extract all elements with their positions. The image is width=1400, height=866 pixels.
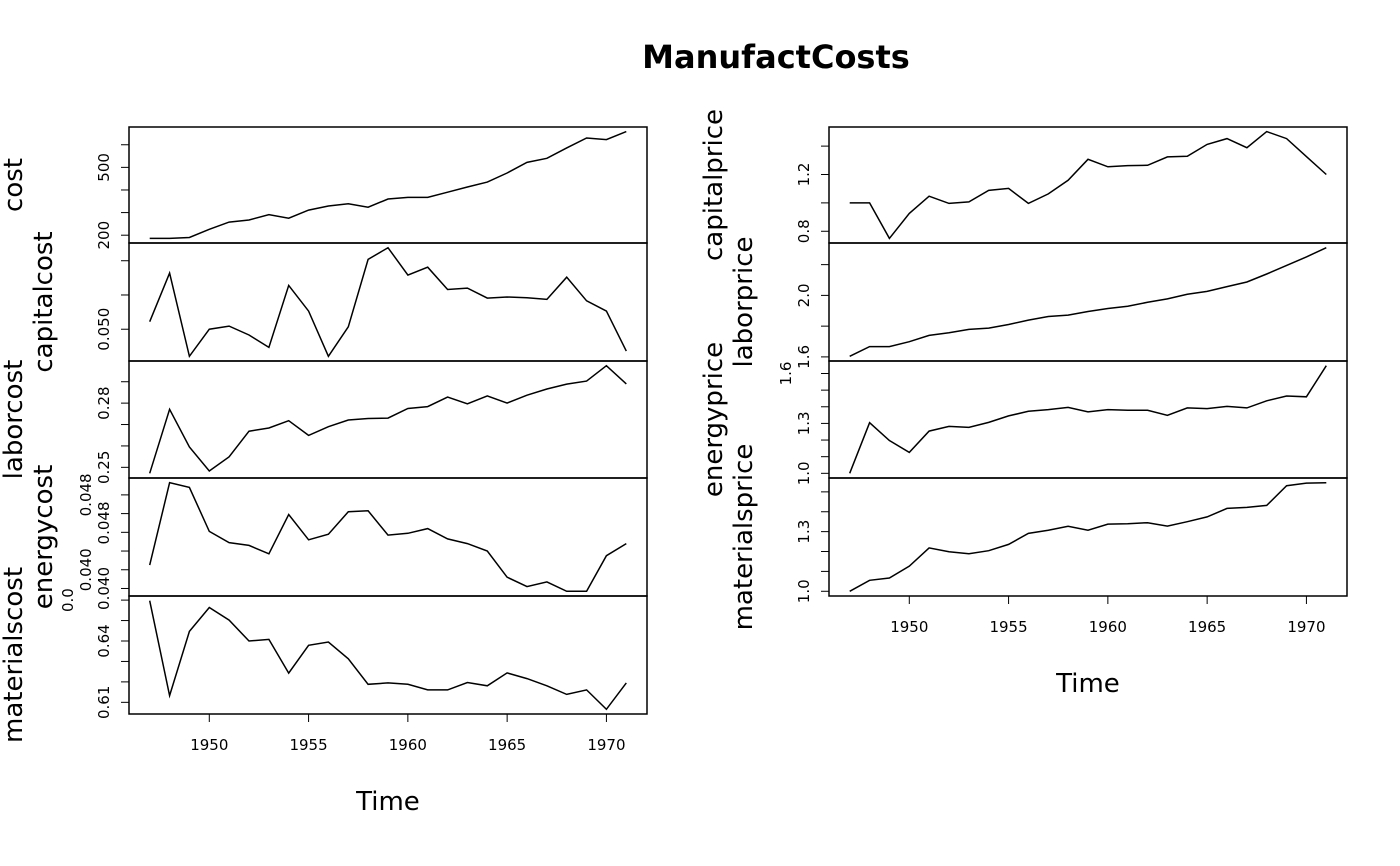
series-line-cost [149, 130, 627, 240]
y-tick-label: 500 [95, 153, 113, 182]
y-tick-label: 0.040 [77, 548, 95, 591]
y-tick-label: 0.61 [95, 686, 113, 719]
x-tick-label: 1965 [1188, 618, 1226, 636]
y-axis-label-energycost: energycost [29, 465, 59, 610]
y-tick-label: 0.28 [95, 386, 113, 419]
panel-energyprice: 1.0 1.3 1.6 energyprice [699, 342, 1348, 497]
x-axis-label: Time [355, 787, 420, 817]
y-axis-label-materialsprice: materialsprice [729, 444, 759, 631]
y-axis-label-laborcost: laborcost [0, 360, 29, 480]
series-line-materialsprice [849, 481, 1327, 592]
series-line-capitalprice [849, 130, 1327, 240]
panel-frame [828, 360, 1348, 479]
y-axis-label-energyprice: energyprice [699, 342, 729, 497]
series-line-laborprice [849, 247, 1327, 357]
x-tick-label: 1965 [488, 736, 526, 754]
panel-capitalprice: 0.8 1.2 capitalprice [699, 109, 1348, 261]
series-line-energycost [148, 481, 627, 593]
panel-frame [128, 360, 648, 479]
x-tick-label: 1960 [1089, 618, 1127, 636]
y-tick-label: 1.3 [795, 411, 813, 435]
x-tick-label: 1970 [1287, 618, 1325, 636]
series-line-energyprice [849, 365, 1327, 474]
y-tick-label: 0.25 [95, 451, 113, 484]
y-tick-label: 0.048 [95, 501, 113, 544]
panel-frame [128, 242, 648, 362]
y-axis-label-laborprice: laborprice [729, 237, 759, 368]
panel-frame [128, 595, 648, 715]
x-tick-label: 1950 [890, 618, 928, 636]
plot-area: 200 500 cost 0.050 capitalcost 0.25 0.28 laborc… [0, 109, 1348, 817]
y-axis-label-cost: cost [0, 158, 29, 212]
series-line-capitalcost [149, 246, 627, 359]
y-tick-label: 0.0 [59, 588, 77, 612]
series-line-materialscost [148, 600, 627, 711]
y-axis-label-materialscost: materialscost [0, 567, 29, 743]
x-tick-label: 1955 [289, 736, 327, 754]
panel-frame [128, 126, 648, 244]
y-tick-label: 0.8 [795, 219, 813, 243]
panel-materialscost: 0.61 0.64 0.0 materialscost [0, 567, 648, 743]
series-line-laborcost [148, 364, 627, 474]
y-tick-label: 0.048 [77, 473, 95, 516]
y-tick-label: 200 [95, 221, 113, 250]
y-tick-label: 1.2 [795, 163, 813, 187]
x-tick-label: 1970 [587, 736, 625, 754]
x-tick-label: 1955 [989, 618, 1027, 636]
panel-cost: 200 500 cost [0, 126, 648, 250]
panel-frame [828, 477, 1348, 597]
panel-materialsprice: 1.0 1.3 materialsprice [729, 444, 1348, 631]
y-tick-label: 1.6 [795, 345, 813, 369]
y-tick-label: 0.050 [95, 308, 113, 351]
panel-capitalcost: 0.050 capitalcost [29, 231, 648, 373]
y-tick-label: 1.0 [795, 579, 813, 603]
panel-laborprice: 1.6 2.0 laborprice [729, 237, 1348, 369]
y-tick-label: 0.040 [95, 567, 113, 610]
x-tick-label: 1960 [389, 736, 427, 754]
panel-frame [128, 477, 648, 597]
x-tick-label: 1950 [190, 736, 228, 754]
y-tick-label: 1.3 [795, 520, 813, 544]
x-axis-label: Time [1055, 669, 1120, 699]
y-tick-label: 0.64 [95, 624, 113, 657]
y-tick-label: 1.6 [777, 362, 795, 386]
panel-frame [828, 126, 1348, 244]
y-axis-label-capitalprice: capitalprice [699, 109, 729, 261]
y-tick-label: 1.0 [795, 461, 813, 485]
panel-laborcost: 0.25 0.28 laborcost [0, 360, 648, 484]
y-tick-label: 2.0 [795, 283, 813, 307]
y-axis-label-capitalcost: capitalcost [29, 231, 59, 372]
panel-frame [828, 242, 1348, 362]
chart-title: ManufactCosts [642, 38, 910, 76]
